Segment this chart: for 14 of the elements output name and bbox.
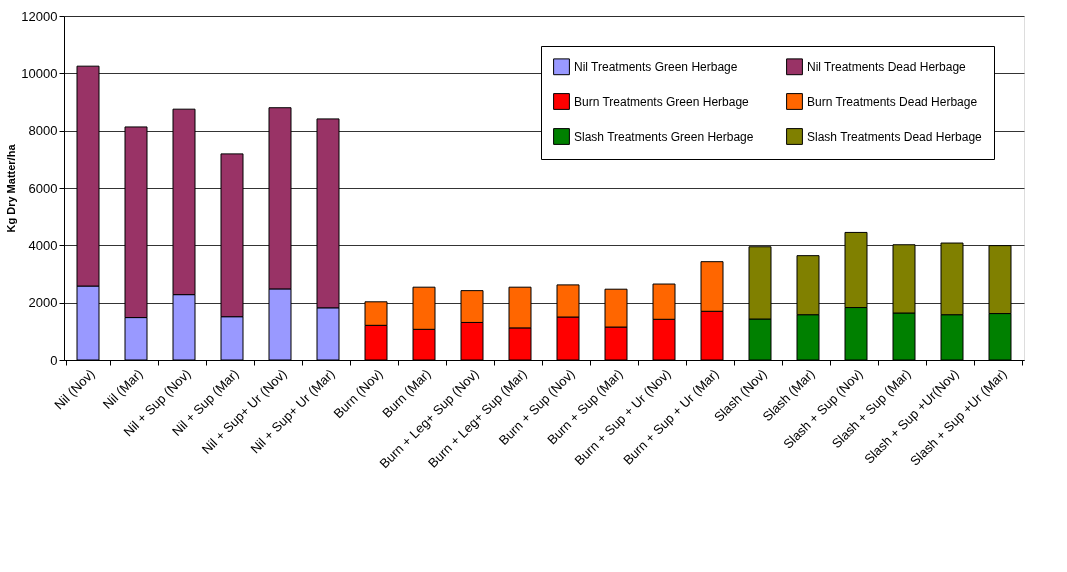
y-tick-label: 8000 — [28, 123, 58, 139]
y-tick-label: 12000 — [21, 8, 58, 24]
legend-label: Nil Treatments Green Herbage — [574, 59, 738, 74]
y-tick-label: 0 — [50, 352, 58, 368]
y-tick-label: 4000 — [28, 237, 58, 253]
legend-label: Slash Treatments Dead Herbage — [807, 129, 983, 144]
y-tick-label: 10000 — [21, 65, 58, 81]
legend-label: Burn Treatments Dead Herbage — [807, 94, 978, 109]
y-tick-label: 6000 — [28, 180, 58, 196]
legend-label: Nil Treatments Dead Herbage — [807, 59, 967, 74]
y-tick-label: 2000 — [28, 295, 58, 311]
legend-label: Burn Treatments Green Herbage — [574, 94, 750, 109]
y-axis-title: Kg Dry Matter/ha — [5, 143, 18, 233]
legend-label: Slash Treatments Green Herbage — [574, 129, 754, 144]
